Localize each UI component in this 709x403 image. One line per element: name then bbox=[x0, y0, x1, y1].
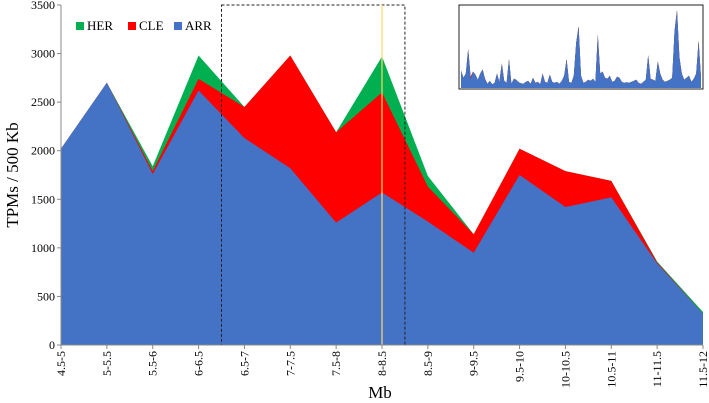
x-tick-label: 7.5-8 bbox=[329, 351, 343, 376]
y-tick-label: 2500 bbox=[31, 95, 55, 109]
x-tick-label: 5.5-6 bbox=[146, 351, 160, 376]
x-tick-label: 9-9.5 bbox=[467, 351, 481, 376]
x-tick-label: 10-10.5 bbox=[558, 351, 572, 388]
legend-swatch-her bbox=[76, 22, 84, 30]
legend: HER CLE ARR bbox=[76, 18, 212, 33]
inset-chart bbox=[458, 4, 704, 90]
legend-label-cle: CLE bbox=[139, 18, 164, 33]
x-tick-label: 8-8.5 bbox=[375, 351, 389, 376]
y-tick-label: 3500 bbox=[31, 0, 55, 12]
x-tick-label: 7-7.5 bbox=[283, 351, 297, 376]
x-tick-label: 4.5-5 bbox=[54, 351, 68, 376]
x-tick-label: 6-6.5 bbox=[192, 351, 206, 376]
y-tick-label: 1500 bbox=[31, 192, 55, 206]
legend-swatch-arr bbox=[174, 22, 182, 30]
x-tick-label: 8.5-9 bbox=[421, 351, 435, 376]
legend-label-her: HER bbox=[87, 18, 113, 33]
x-tick-label: 6.5-7 bbox=[237, 351, 251, 376]
x-axis-title: Mb bbox=[368, 383, 392, 402]
y-tick-label: 2000 bbox=[31, 144, 55, 158]
inset-frame bbox=[458, 4, 704, 90]
legend-label-arr: ARR bbox=[185, 18, 212, 33]
y-tick-label: 3000 bbox=[31, 47, 55, 61]
y-tick-label: 0 bbox=[49, 338, 55, 352]
legend-swatch-cle bbox=[128, 22, 136, 30]
x-tick-label: 9.5-10 bbox=[513, 351, 527, 382]
inset-area-arr bbox=[461, 10, 701, 89]
y-axis-title: TPMs / 500 Kb bbox=[3, 122, 22, 227]
x-tick-label: 11.5-12 bbox=[696, 351, 709, 388]
x-tick-label: 11-11.5 bbox=[650, 351, 664, 387]
x-tick-label: 5-5.5 bbox=[100, 351, 114, 376]
y-tick-label: 500 bbox=[37, 289, 55, 303]
axes: 0 500 1000 1500 2000 2500 3000 3500 4.5-5 5-5.5 5.… bbox=[31, 0, 709, 388]
y-tick-label: 1000 bbox=[31, 241, 55, 255]
x-tick-label: 10.5-11 bbox=[604, 351, 618, 388]
